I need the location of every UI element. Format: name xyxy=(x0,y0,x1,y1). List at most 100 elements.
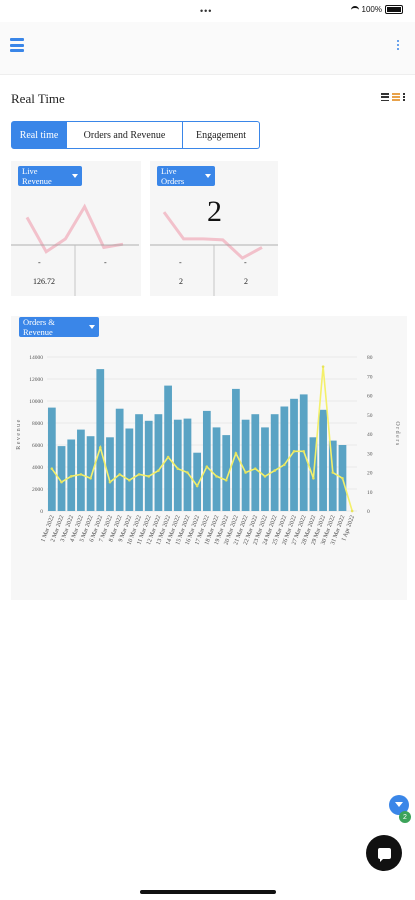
live-revenue-dropdown-label: Live Revenue xyxy=(22,166,52,186)
y2-tick-label: 0 xyxy=(367,509,370,515)
orders-point xyxy=(89,476,92,480)
revenue-bar xyxy=(106,437,114,511)
page-title: Real Time xyxy=(11,91,65,106)
revenue-bar xyxy=(290,398,298,511)
revenue-bar xyxy=(173,419,182,511)
menu-icon[interactable] xyxy=(10,38,24,52)
orders-point xyxy=(157,469,160,472)
live-orders-card: Live Orders 2 - 2 - 2 xyxy=(150,161,278,296)
battery-icon xyxy=(385,5,403,14)
y2-tick-label: 20 xyxy=(367,471,373,477)
orders-point xyxy=(312,476,315,480)
y-tick-label: 14000 xyxy=(29,355,43,361)
revenue-left-value: 126.72 xyxy=(33,277,55,286)
live-revenue-dropdown[interactable]: Live Revenue xyxy=(18,166,82,186)
revenue-bar xyxy=(183,418,192,511)
battery-percent: 100% xyxy=(361,5,382,14)
revenue-bar xyxy=(241,419,250,511)
y-tick-label: 8000 xyxy=(32,421,43,427)
chat-icon xyxy=(377,847,391,862)
y-tick-label: 4000 xyxy=(32,465,43,471)
filter-count-badge: 2 xyxy=(399,811,411,823)
orders-point xyxy=(244,471,247,474)
chevron-down-icon xyxy=(205,174,211,178)
orders-right-dash: - xyxy=(244,258,247,267)
orders-line xyxy=(51,366,353,512)
orders-point xyxy=(321,365,325,368)
orders-point xyxy=(60,480,63,484)
filter-icon xyxy=(395,801,403,807)
live-orders-sparkline-area xyxy=(150,211,278,296)
revenue-bar xyxy=(135,414,143,511)
list-view-icon[interactable] xyxy=(381,93,389,101)
y2-tick-label: 40 xyxy=(367,432,373,438)
y-tick-label: 0 xyxy=(40,509,43,515)
live-orders-dropdown[interactable]: Live Orders xyxy=(157,166,215,186)
grid-view-icon[interactable] xyxy=(392,93,400,101)
revenue-bar xyxy=(154,414,163,511)
y-axis-title: Revenue xyxy=(16,418,22,450)
revenue-bar xyxy=(115,408,124,511)
y2-tick-label: 30 xyxy=(367,451,373,457)
revenue-bar xyxy=(125,428,134,511)
orders-point xyxy=(50,467,54,470)
home-indicator xyxy=(140,890,276,894)
top-app-bar xyxy=(0,22,415,75)
tab-orders-and-revenue[interactable]: Orders and Revenue xyxy=(67,121,183,149)
orders-revenue-chart-card: Orders & Revenue 0 2000 4000 6000 8000 10000 1… xyxy=(11,316,407,600)
orders-revenue-chart: 0 2000 4000 6000 8000 10000 12000 14000 0 10 20 30 4… xyxy=(16,355,400,546)
orders-point xyxy=(283,463,286,467)
orders-right-value: 2 xyxy=(244,277,248,286)
orders-point xyxy=(108,480,112,484)
revenue-bar xyxy=(193,452,202,511)
revenue-bar xyxy=(261,427,269,511)
revenue-left-dash: - xyxy=(38,258,41,267)
status-dots: ••• xyxy=(200,6,213,16)
orders-revenue-dropdown-label: Orders & Revenue xyxy=(23,317,55,337)
orders-point xyxy=(331,471,335,474)
revenue-bar xyxy=(280,406,289,511)
live-orders-big-value: 2 xyxy=(207,195,222,228)
orders-point xyxy=(263,475,267,478)
tab-engagement[interactable]: Engagement xyxy=(183,121,260,149)
revenue-bar xyxy=(319,409,327,511)
orders-point xyxy=(215,475,218,478)
orders-point xyxy=(137,473,141,476)
live-revenue-sparkline-area xyxy=(11,203,139,296)
orders-point xyxy=(186,471,189,474)
orders-point xyxy=(118,473,121,476)
view-toggle xyxy=(381,93,405,101)
revenue-bar xyxy=(202,410,211,511)
filter-button[interactable] xyxy=(389,795,409,815)
orders-revenue-dropdown[interactable]: Orders & Revenue xyxy=(19,317,99,337)
y2-tick-label: 10 xyxy=(367,490,373,496)
orders-point xyxy=(224,478,228,482)
y-tick-label: 6000 xyxy=(32,443,43,449)
orders-point xyxy=(341,476,344,480)
revenue-bar xyxy=(232,388,240,511)
y-tick-label: 10000 xyxy=(29,399,43,405)
status-right: 100% xyxy=(350,5,403,14)
chevron-down-icon xyxy=(72,174,78,178)
revenue-bar xyxy=(96,369,105,511)
chat-button[interactable] xyxy=(366,835,402,871)
revenue-right-dash: - xyxy=(104,258,107,267)
tab-real-time[interactable]: Real time xyxy=(11,121,67,149)
revenue-bar xyxy=(328,440,337,511)
orders-point xyxy=(128,478,131,482)
orders-point xyxy=(234,451,238,455)
y2-tick-label: 50 xyxy=(367,413,373,419)
wifi-icon xyxy=(350,5,359,14)
revenue-bar xyxy=(57,446,66,511)
orders-point xyxy=(253,467,257,470)
orders-point xyxy=(166,455,170,459)
more-options-icon[interactable] xyxy=(397,40,399,50)
orders-point xyxy=(273,469,276,472)
orders-left-value: 2 xyxy=(179,277,183,286)
revenue-bar xyxy=(144,420,153,511)
orders-point xyxy=(98,446,102,449)
view-more-icon[interactable] xyxy=(403,93,405,101)
chevron-down-icon xyxy=(89,325,95,329)
orders-left-dash: - xyxy=(179,258,182,267)
live-orders-dropdown-label: Live Orders xyxy=(161,166,185,186)
